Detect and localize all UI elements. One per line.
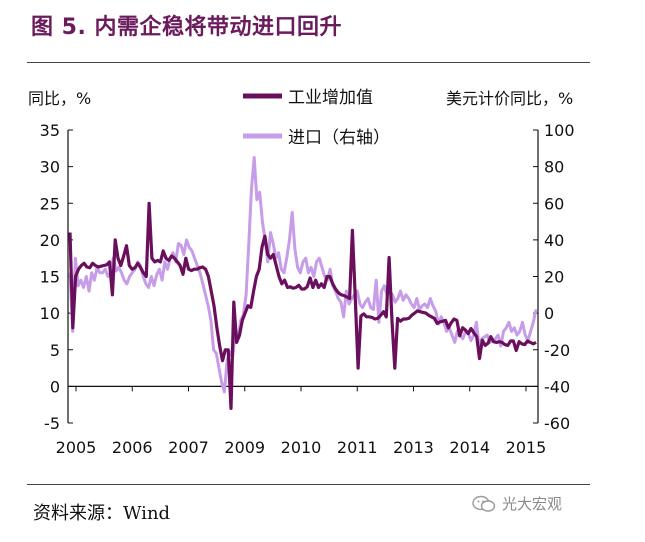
series-line-import (68, 156, 538, 394)
x-tick-label: 2010 (281, 438, 322, 457)
left-tick-label: 5 (50, 341, 60, 360)
right-tick-label: 80 (544, 158, 564, 177)
x-tick-label: 2007 (168, 438, 209, 457)
legend-label-industry: 工业增加值 (288, 88, 373, 108)
watermark-text: 光大宏观 (502, 495, 563, 513)
x-tick-label: 2014 (449, 438, 490, 457)
x-tick-label: 2009 (224, 438, 265, 457)
x-tick-label: 2013 (393, 438, 434, 457)
right-tick-label: -40 (544, 377, 570, 396)
left-tick-label: 35 (40, 121, 60, 140)
right-tick-label: -60 (544, 414, 570, 433)
left-tick-label: 15 (40, 268, 60, 287)
right-axis-unit-label: 美元计价同比，% (446, 89, 573, 108)
right-tick-label: 40 (544, 231, 564, 250)
legend: 工业增加值 进口（右轴） (243, 88, 390, 148)
plot-area: 35302520151050-5100806040200-20-40-60200… (40, 121, 575, 457)
wechat-icon (472, 495, 496, 512)
right-tick-label: 20 (544, 268, 564, 287)
series-line-industry (68, 201, 537, 410)
right-tick-label: 60 (544, 194, 564, 213)
left-tick-label: 0 (50, 377, 60, 396)
left-tick-label: 20 (40, 231, 60, 250)
source-note: 资料来源：Wind (33, 503, 171, 524)
right-tick-label: 0 (544, 304, 554, 323)
left-tick-label: 25 (40, 194, 60, 213)
x-tick-label: 2005 (56, 438, 97, 457)
left-tick-label: -5 (44, 414, 60, 433)
top-rule (27, 62, 590, 63)
left-axis-unit-label: 同比，% (28, 89, 91, 108)
right-tick-label: -20 (544, 341, 570, 360)
x-tick-label: 2011 (337, 438, 378, 457)
bottom-rule (27, 484, 590, 485)
left-tick-label: 10 (40, 304, 60, 323)
chart-title: 图 5. 内需企稳将带动进口回升 (31, 15, 342, 40)
x-tick-label: 2015 (506, 438, 547, 457)
left-tick-label: 30 (40, 158, 60, 177)
x-tick-label: 2006 (112, 438, 153, 457)
legend-label-import: 进口（右轴） (288, 128, 390, 148)
watermark: 光大宏观 (472, 493, 562, 514)
right-tick-label: 100 (544, 121, 575, 140)
